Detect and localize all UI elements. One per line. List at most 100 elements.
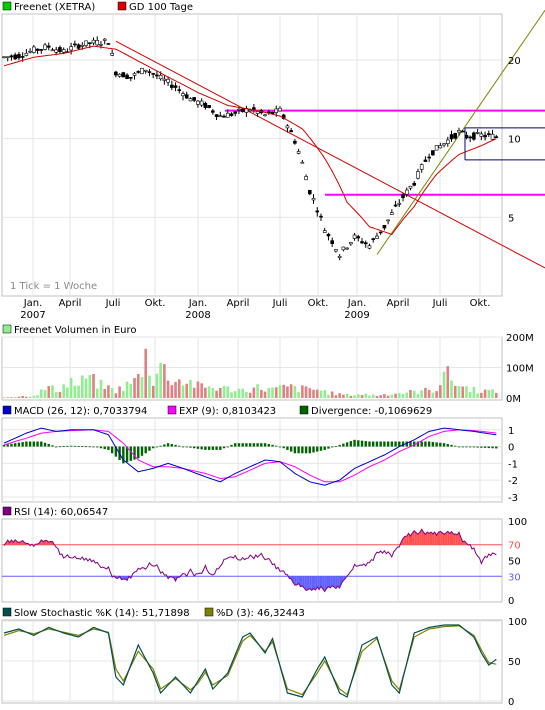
divergence-bar: [114, 446, 118, 457]
volume-bar: [177, 379, 181, 398]
divergence-bar: [495, 446, 498, 449]
divergence-bar: [289, 446, 293, 452]
divergence-bar: [178, 445, 181, 447]
candle-body: [211, 110, 215, 113]
candle-body: [349, 242, 353, 245]
divergence-bar: [405, 441, 408, 447]
rsi-overbought-fill: [15, 539, 18, 545]
volume-bar: [308, 388, 312, 398]
candle-body: [445, 139, 450, 144]
divergence-bar: [457, 446, 461, 448]
legend-macd: MACD (26, 12): 0,7033794: [14, 406, 147, 417]
candle-body: [20, 56, 25, 58]
divergence-bar: [43, 442, 47, 447]
candle-body: [248, 109, 252, 112]
rsi-oversold-fill: [332, 576, 335, 587]
divergence-bar: [334, 446, 338, 447]
rsi-overbought-fill: [440, 531, 443, 545]
volume-bar: [315, 389, 319, 398]
divergence-bar: [10, 443, 13, 447]
candle-body: [386, 219, 390, 222]
volume-bar: [181, 385, 185, 398]
rsi-overbought-fill: [444, 533, 446, 545]
volume-bar: [226, 386, 230, 398]
volume-bar: [95, 388, 99, 398]
divergence-bar: [398, 441, 401, 447]
divergence-bar: [342, 443, 345, 447]
rsi-oversold-fill: [309, 576, 312, 591]
y-tick-label: -1: [508, 459, 518, 470]
divergence-bar: [360, 440, 364, 447]
divergence-bar: [278, 446, 282, 448]
volume-bar: [32, 395, 36, 398]
candle-body: [341, 246, 346, 251]
volume-bar: [450, 380, 453, 398]
x-tick-label: Okt.: [145, 298, 166, 309]
rsi-overbought-fill: [408, 533, 411, 545]
candle-body: [255, 111, 260, 114]
rsi-overbought-fill: [414, 530, 417, 545]
divergence-bar: [372, 441, 375, 447]
rsi-overbought-fill: [425, 532, 428, 545]
volume-bar: [371, 394, 375, 398]
divergence-bar: [439, 442, 442, 447]
candle-body: [32, 46, 36, 53]
volume-bar: [398, 393, 401, 398]
divergence-bar: [174, 444, 177, 447]
rsi-overbought-fill: [421, 529, 424, 545]
legend-price: Freenet (XETRA): [14, 2, 95, 13]
rsi-overbought-fill: [404, 536, 407, 545]
divergence-bar: [185, 446, 188, 448]
candle-body: [300, 161, 305, 164]
volume-bar: [241, 388, 244, 398]
volume-bar: [472, 386, 476, 398]
volume-bar: [330, 391, 334, 398]
rsi-overbought-fill: [453, 534, 456, 545]
divergence-bar: [73, 445, 77, 447]
volume-bar: [278, 385, 282, 398]
legend-swatch-gd100: [117, 1, 127, 11]
legend-swatch-stoch-d: [204, 607, 214, 617]
candle-body: [188, 98, 193, 102]
candle-body: [177, 89, 182, 91]
candle-body: [293, 140, 297, 144]
divergence-bar: [47, 444, 50, 447]
candle-body: [416, 171, 420, 179]
divergence-bar: [330, 446, 334, 448]
volume-bar: [401, 393, 405, 398]
divergence-bar: [21, 442, 24, 447]
volume-bar: [494, 392, 498, 398]
divergence-bar: [472, 446, 476, 448]
divergence-bar: [364, 441, 367, 447]
candle-body: [434, 145, 439, 151]
rsi-overbought-fill: [438, 531, 441, 545]
divergence-bar: [271, 444, 274, 447]
volume-bar: [58, 391, 62, 398]
rsi-oversold-fill: [302, 576, 305, 589]
candle-body: [17, 54, 21, 59]
volume-bar: [245, 391, 248, 398]
y-tick-label: 5: [508, 213, 514, 224]
candle-body: [132, 73, 137, 76]
divergence-bar: [207, 446, 211, 450]
volume-bar: [103, 388, 106, 398]
candle-body: [184, 94, 189, 99]
divergence-bar: [476, 446, 479, 448]
divergence-bar: [88, 446, 91, 448]
candle-body: [278, 107, 282, 112]
rsi-overbought-fill: [432, 532, 435, 545]
candle-body: [382, 224, 387, 229]
divergence-bar: [465, 446, 468, 448]
uptrend-line: [376, 9, 545, 255]
rsi-overbought-fill: [427, 532, 430, 545]
candle-body: [438, 145, 443, 149]
volume-bar: [215, 390, 218, 398]
divergence-bar: [84, 446, 88, 448]
volume-bar: [263, 391, 267, 398]
y-tick-label: 1: [508, 426, 514, 437]
candle-body: [192, 97, 196, 101]
rsi-oversold-fill: [335, 576, 338, 589]
x-tick-label: Okt.: [308, 298, 329, 309]
volume-bar: [323, 390, 327, 398]
